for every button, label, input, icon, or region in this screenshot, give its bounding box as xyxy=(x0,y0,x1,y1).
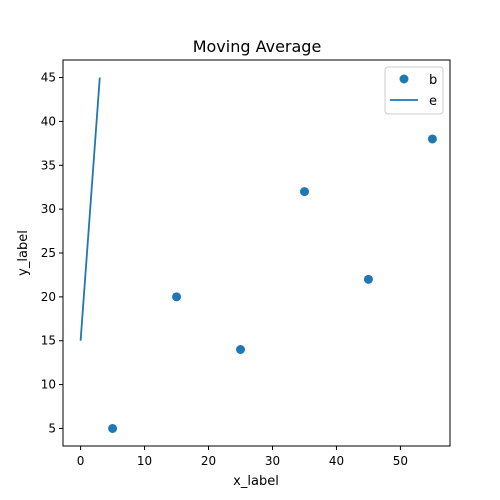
y-tick-label: 5 xyxy=(48,421,56,435)
x-tick-label: 50 xyxy=(393,454,408,468)
scatter-point-b xyxy=(299,187,309,197)
y-tick-label: 30 xyxy=(41,202,56,216)
y-tick-label: 45 xyxy=(41,71,56,85)
y-axis-label: y_label xyxy=(16,230,31,276)
y-tick-label: 25 xyxy=(41,246,56,260)
x-axis-label: x_label xyxy=(233,474,279,489)
scatter-point-b xyxy=(427,134,437,144)
legend-label: b xyxy=(429,73,437,88)
y-tick-label: 20 xyxy=(41,290,56,304)
scatter-point-b xyxy=(236,345,246,354)
chart-title: Moving Average xyxy=(193,37,322,56)
y-tick-label: 10 xyxy=(41,378,56,392)
y-tick-label: 40 xyxy=(41,114,56,128)
y-axis: 5 10 15 20 25 30 35 40 45 xyxy=(41,71,63,435)
legend-label: e xyxy=(429,94,437,109)
legend-box xyxy=(384,66,444,115)
legend: be xyxy=(384,66,444,115)
x-tick-label: 30 xyxy=(265,454,280,468)
x-axis: 0 10 20 30 40 50 xyxy=(77,446,408,468)
legend-point-marker xyxy=(399,74,409,84)
series-line-e xyxy=(79,77,101,341)
y-tick-label: 15 xyxy=(41,334,56,348)
scatter-point-b xyxy=(172,292,182,302)
plot-area xyxy=(79,77,437,433)
x-tick-label: 40 xyxy=(329,454,344,468)
scatter-point-b xyxy=(108,423,118,433)
x-tick-label: 10 xyxy=(137,454,152,468)
scatter-point-b xyxy=(363,274,373,284)
y-tick-label: 35 xyxy=(41,158,56,172)
x-tick-label: 0 xyxy=(77,454,85,468)
x-tick-label: 20 xyxy=(201,454,216,468)
